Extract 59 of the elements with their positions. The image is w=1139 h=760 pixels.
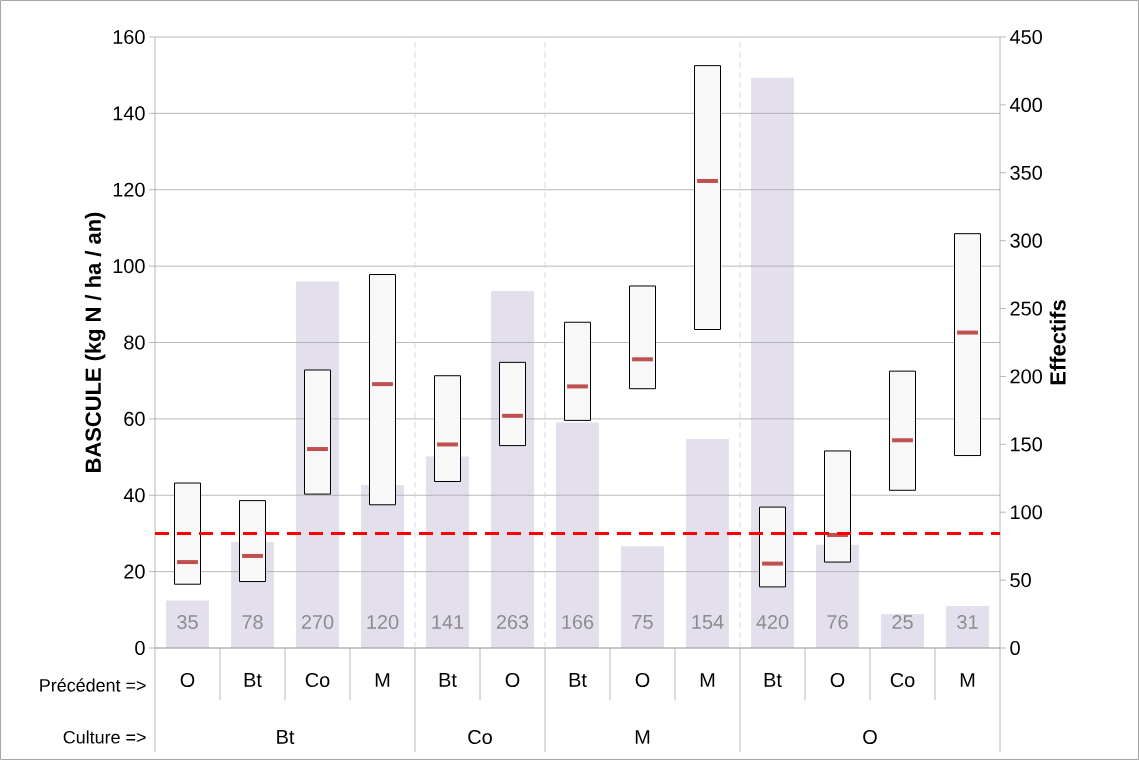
y2-tick-label: 200: [1010, 369, 1042, 384]
x-tick-label: Bt: [569, 673, 587, 687]
y-tick-label: 80: [124, 335, 145, 350]
x-tick-label: O: [180, 672, 195, 688]
text: O: [863, 729, 877, 745]
bar: [881, 614, 924, 648]
y-tick-label: 0: [135, 640, 145, 656]
y2-tick-label: 50: [1010, 573, 1031, 588]
data-label: 75: [632, 615, 653, 629]
data-label: 263: [496, 614, 529, 630]
x-tick-label: Bt: [439, 673, 457, 687]
data-label: 35: [177, 614, 198, 630]
bar: [686, 438, 729, 648]
y-tick-label: 60: [124, 411, 145, 426]
x-tick-label: Co: [305, 672, 330, 688]
y2-tick-label: 350: [1010, 165, 1042, 180]
bar: [751, 77, 794, 648]
y-axis-title: BASCULE (kg N / ha / an): [84, 212, 106, 472]
bar: [946, 605, 989, 648]
y2-tick-label: 0: [1010, 640, 1020, 656]
x-tick-label: O: [505, 672, 520, 688]
data-label: 270: [301, 614, 334, 630]
x-tick-label: O: [830, 672, 845, 688]
y2-tick-label: 100: [1011, 505, 1042, 520]
data-label: 76: [827, 614, 848, 630]
y2-tick-label: 300: [1010, 233, 1042, 248]
y2-tick-label: 450: [1009, 29, 1042, 45]
x-tick-label: Bt: [764, 673, 782, 687]
data-label: 78: [242, 614, 263, 630]
bar: [621, 546, 664, 648]
data-label: 420: [756, 614, 789, 630]
y2-tick-label: 150: [1011, 437, 1042, 452]
x-tick-label: Bt: [244, 673, 262, 687]
x-tick-label: M: [375, 673, 390, 687]
y-tick-label: 160: [113, 29, 145, 45]
y-tick-label: 100: [113, 259, 145, 274]
x-tick-label: O: [635, 672, 650, 688]
data-label: 25: [892, 614, 913, 630]
x-tick-label: M: [700, 673, 715, 687]
text: Bt: [277, 730, 295, 744]
bar: [166, 600, 209, 648]
text: M: [635, 730, 650, 744]
x-tick-label: M: [960, 673, 975, 687]
y2-axis-title: Effectifs: [1049, 300, 1066, 385]
data-label: 120: [367, 614, 399, 630]
text: Culture =>: [63, 730, 146, 744]
text: Précédent =>: [40, 678, 146, 692]
y-tick-label: 20: [124, 564, 145, 579]
y-tick-label: 140: [113, 106, 145, 121]
data-label: 31: [957, 614, 978, 630]
x-tick-label: Co: [890, 672, 915, 688]
text: Co: [468, 729, 492, 745]
y-tick-label: 120: [113, 182, 145, 197]
data-label: 141: [432, 615, 464, 629]
y-tick-label: 40: [123, 488, 145, 503]
data-label: 154: [692, 615, 724, 629]
y2-tick-label: 400: [1009, 97, 1042, 112]
y2-tick-label: 250: [1010, 301, 1042, 316]
data-label: 166: [562, 614, 594, 630]
